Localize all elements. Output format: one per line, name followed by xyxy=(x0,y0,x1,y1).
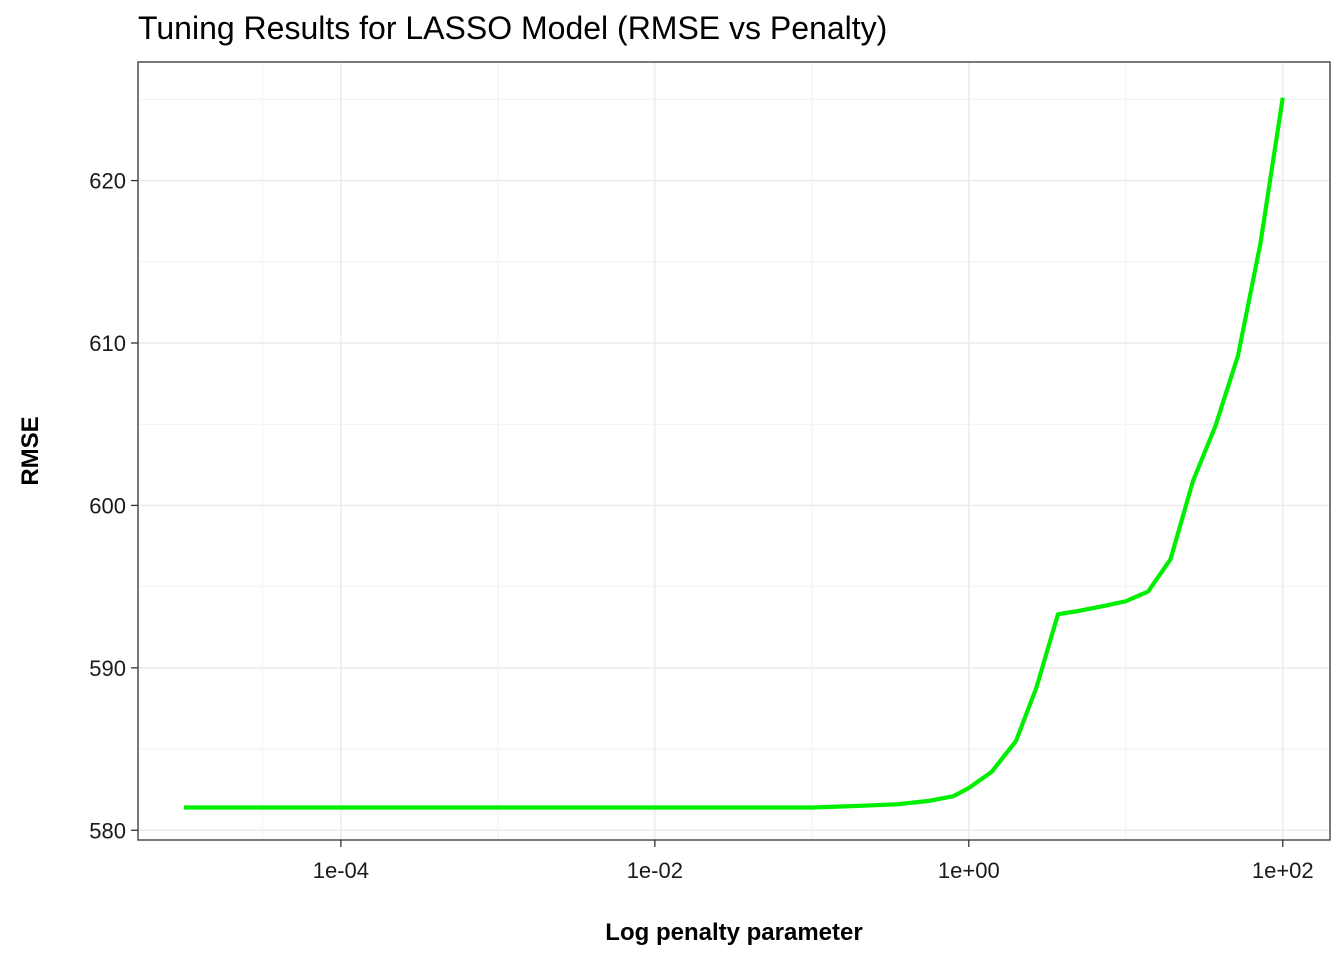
y-axis-ticks: 580 590 600 610 620 xyxy=(89,169,138,843)
chart-title: Tuning Results for LASSO Model (RMSE vs … xyxy=(138,10,888,46)
x-tick-label: 1e-04 xyxy=(313,858,369,883)
series-layer xyxy=(183,97,1285,810)
y-tick-label: 590 xyxy=(89,656,126,681)
major-gridlines xyxy=(138,62,1330,840)
x-axis-ticks: 1e-04 1e-02 1e+00 1e+02 xyxy=(313,840,1314,883)
x-tick-label: 1e+02 xyxy=(1252,858,1314,883)
x-tick-label: 1e-02 xyxy=(627,858,683,883)
y-tick-label: 620 xyxy=(89,169,126,194)
y-tick-label: 610 xyxy=(89,331,126,356)
y-tick-label: 600 xyxy=(89,493,126,518)
x-axis-title: Log penalty parameter xyxy=(605,919,862,946)
rmse-series-line xyxy=(183,97,1285,810)
x-tick-label: 1e+00 xyxy=(938,858,1000,883)
y-tick-label: 580 xyxy=(89,818,126,843)
minor-gridlines xyxy=(138,62,1330,840)
y-axis-title: RMSE xyxy=(17,416,44,485)
plot-panel-border xyxy=(137,61,1331,841)
